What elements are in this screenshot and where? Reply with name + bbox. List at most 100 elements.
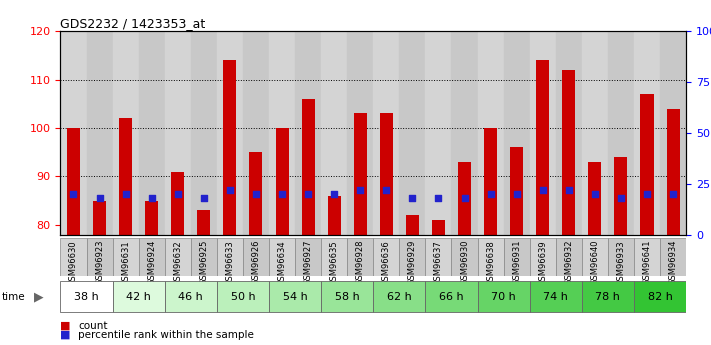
Bar bbox=[67, 128, 80, 235]
Bar bbox=[139, 238, 165, 276]
Bar bbox=[139, 31, 165, 235]
Bar bbox=[353, 114, 367, 235]
Bar bbox=[165, 238, 191, 276]
Text: GSM96924: GSM96924 bbox=[147, 240, 156, 285]
Bar bbox=[171, 171, 184, 235]
Text: GSM96933: GSM96933 bbox=[616, 240, 626, 286]
Bar bbox=[425, 31, 451, 235]
Bar bbox=[321, 281, 373, 312]
Text: 78 h: 78 h bbox=[596, 292, 620, 302]
Bar bbox=[634, 238, 660, 276]
Point bbox=[511, 191, 523, 197]
Point bbox=[459, 195, 470, 201]
Point bbox=[302, 191, 314, 197]
Text: percentile rank within the sample: percentile rank within the sample bbox=[78, 330, 254, 339]
Bar bbox=[269, 281, 321, 312]
Bar bbox=[478, 281, 530, 312]
Point bbox=[277, 191, 288, 197]
Bar bbox=[530, 238, 556, 276]
Bar bbox=[400, 31, 425, 235]
Bar bbox=[87, 31, 112, 235]
Point bbox=[120, 191, 132, 197]
Bar bbox=[191, 31, 217, 235]
Text: GSM96923: GSM96923 bbox=[95, 240, 104, 285]
Point bbox=[198, 195, 210, 201]
Bar bbox=[373, 238, 400, 276]
Point bbox=[355, 187, 366, 193]
Point bbox=[641, 191, 653, 197]
Text: 74 h: 74 h bbox=[543, 292, 568, 302]
Point bbox=[563, 187, 574, 193]
Bar bbox=[87, 238, 112, 276]
Bar bbox=[112, 31, 139, 235]
Bar bbox=[608, 31, 634, 235]
Bar bbox=[614, 157, 627, 235]
Point bbox=[615, 195, 626, 201]
Bar bbox=[93, 201, 106, 235]
Point bbox=[537, 187, 548, 193]
Text: 82 h: 82 h bbox=[648, 292, 673, 302]
Point bbox=[380, 187, 392, 193]
Bar bbox=[217, 281, 269, 312]
Text: ▶: ▶ bbox=[34, 290, 44, 303]
Text: GSM96926: GSM96926 bbox=[252, 240, 260, 285]
Point bbox=[250, 191, 262, 197]
Text: GSM96930: GSM96930 bbox=[460, 240, 469, 285]
Bar bbox=[432, 220, 445, 235]
Point bbox=[433, 195, 444, 201]
Text: GSM96634: GSM96634 bbox=[277, 240, 287, 286]
Bar bbox=[217, 31, 243, 235]
Point bbox=[407, 195, 418, 201]
Bar bbox=[191, 238, 217, 276]
Text: GSM96630: GSM96630 bbox=[69, 240, 78, 286]
Bar bbox=[510, 147, 523, 235]
Point bbox=[172, 191, 183, 197]
Text: 50 h: 50 h bbox=[230, 292, 255, 302]
Bar bbox=[223, 60, 236, 235]
Point bbox=[328, 191, 340, 197]
Text: 70 h: 70 h bbox=[491, 292, 516, 302]
Bar bbox=[478, 31, 503, 235]
Text: GSM96641: GSM96641 bbox=[643, 240, 651, 285]
Bar bbox=[400, 238, 425, 276]
Bar bbox=[503, 238, 530, 276]
Text: 62 h: 62 h bbox=[387, 292, 412, 302]
Text: GSM96633: GSM96633 bbox=[225, 240, 235, 286]
Bar bbox=[536, 60, 549, 235]
Text: GSM96927: GSM96927 bbox=[304, 240, 313, 285]
Text: GSM96636: GSM96636 bbox=[382, 240, 391, 286]
Bar bbox=[250, 152, 262, 235]
Point bbox=[668, 191, 679, 197]
Bar bbox=[165, 31, 191, 235]
Bar bbox=[582, 31, 608, 235]
Bar bbox=[582, 238, 608, 276]
Bar bbox=[269, 31, 295, 235]
Bar bbox=[425, 238, 451, 276]
Bar bbox=[112, 238, 139, 276]
Text: 38 h: 38 h bbox=[74, 292, 99, 302]
Bar bbox=[641, 94, 653, 235]
Text: time: time bbox=[1, 292, 25, 302]
Text: GSM96631: GSM96631 bbox=[121, 240, 130, 286]
Text: GSM96934: GSM96934 bbox=[668, 240, 678, 285]
Bar bbox=[634, 281, 686, 312]
Bar bbox=[60, 31, 87, 235]
Bar bbox=[582, 281, 634, 312]
Bar bbox=[347, 31, 373, 235]
Bar bbox=[660, 238, 686, 276]
Bar bbox=[217, 238, 243, 276]
Text: GSM96638: GSM96638 bbox=[486, 240, 495, 286]
Point bbox=[485, 191, 496, 197]
Bar bbox=[119, 118, 132, 235]
Bar bbox=[295, 31, 321, 235]
Text: count: count bbox=[78, 321, 107, 331]
Text: GSM96639: GSM96639 bbox=[538, 240, 547, 286]
Text: GSM96932: GSM96932 bbox=[565, 240, 573, 285]
Bar bbox=[60, 281, 112, 312]
Bar bbox=[589, 162, 602, 235]
Bar bbox=[478, 238, 503, 276]
Bar bbox=[321, 31, 347, 235]
Bar bbox=[660, 31, 686, 235]
Text: 46 h: 46 h bbox=[178, 292, 203, 302]
Bar bbox=[243, 238, 269, 276]
